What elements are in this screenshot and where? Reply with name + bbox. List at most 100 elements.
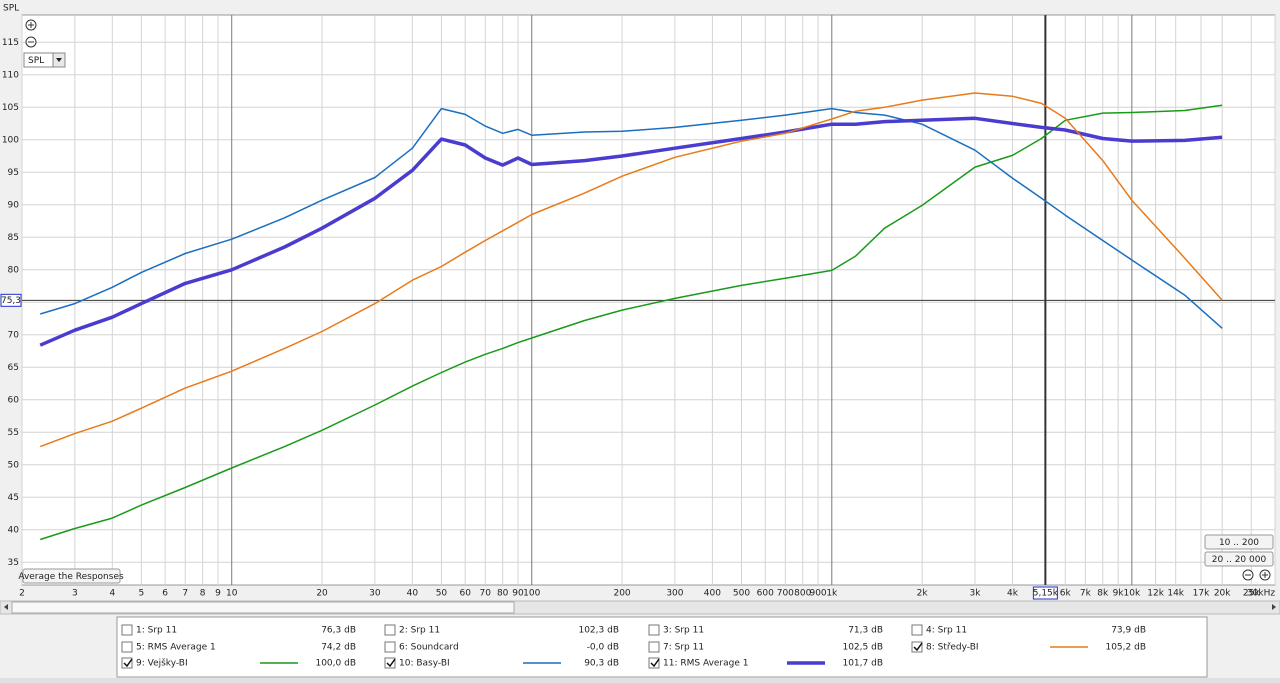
legend-item[interactable]: 2: Srp 11 102,3 dB xyxy=(384,624,619,636)
legend-item[interactable]: 7: Srp 11 102,5 dB xyxy=(648,641,883,653)
x-tick-label: 6k xyxy=(1060,589,1072,599)
checkbox[interactable] xyxy=(648,657,660,669)
x-tick-label: 90 xyxy=(512,589,524,599)
checkbox[interactable] xyxy=(911,641,923,653)
x-tick-label: 4k xyxy=(1007,589,1019,599)
y-tick-label: 95 xyxy=(8,168,19,178)
legend-label: 11: RMS Average 1 xyxy=(663,659,748,669)
average-button-label: Average the Responses xyxy=(18,572,124,582)
x-tick-label: 25k xyxy=(1243,589,1260,599)
legend-item[interactable]: 8: Středy-BI 105,2 dB xyxy=(911,641,1146,653)
x-tick-label: 80 xyxy=(497,589,509,599)
checkbox[interactable] xyxy=(121,657,133,669)
checkbox[interactable] xyxy=(911,624,923,636)
y-tick-label: 55 xyxy=(8,428,19,438)
y-tick-label: 65 xyxy=(8,363,19,373)
legend-label: 4: Srp 11 xyxy=(926,626,967,636)
x-zoom-out[interactable] xyxy=(1242,569,1254,581)
legend-item[interactable]: 5: RMS Average 1 74,2 dB xyxy=(121,641,356,653)
y-tick-label: 110 xyxy=(2,70,19,80)
y-axis-label: SPL xyxy=(3,4,19,14)
x-zoom-in[interactable] xyxy=(1259,569,1271,581)
legend-panel xyxy=(116,616,1208,678)
legend-reading: 76,3 dB xyxy=(321,626,356,636)
status-bar xyxy=(0,678,1280,683)
range-button-2[interactable]: 20 .. 20 000 xyxy=(1204,551,1274,567)
checkmark xyxy=(650,658,660,668)
checkbox[interactable] xyxy=(648,641,660,653)
legend-label: 3: Srp 11 xyxy=(663,626,704,636)
x-tick-label: 2k xyxy=(917,589,929,599)
y-tick-label: 105 xyxy=(2,103,19,113)
legend-label: 10: Basy-BI xyxy=(399,659,450,669)
x-tick-label: 10k xyxy=(1124,589,1141,599)
legend-item[interactable]: 3: Srp 11 71,3 dB xyxy=(648,624,883,636)
series-line xyxy=(39,104,1223,541)
x-tick-label: 1k xyxy=(826,589,838,599)
legend-item[interactable]: 11: RMS Average 1 101,7 dB xyxy=(648,657,883,669)
legend-label: 8: Středy-BI xyxy=(926,643,979,653)
legend-reading: -0,0 dB xyxy=(587,643,619,653)
y-tick-label: 35 xyxy=(8,558,19,568)
cursor-x-label: 5,15k xyxy=(1033,589,1059,599)
x-tick-label: 7k xyxy=(1080,589,1092,599)
legend-label: 6: Soundcard xyxy=(399,643,459,653)
legend-item[interactable]: 10: Basy-BI 90,3 dB xyxy=(384,657,619,669)
checkbox[interactable] xyxy=(648,624,660,636)
x-tick-label: 4 xyxy=(109,589,115,599)
checkbox[interactable] xyxy=(384,657,396,669)
x-tick-label: 10 xyxy=(226,589,238,599)
y-tick-label: 100 xyxy=(2,135,19,145)
x-tick-label: 8k xyxy=(1097,589,1109,599)
x-tick-label: 7 xyxy=(182,589,188,599)
legend-item[interactable]: 1: Srp 11 76,3 dB xyxy=(121,624,356,636)
cursor-y-label: 75,3 xyxy=(1,296,21,306)
x-tick-label: 300 xyxy=(666,589,683,599)
x-tick-label: 30kHz xyxy=(1247,589,1275,599)
legend-reading: 105,2 dB xyxy=(1105,643,1146,653)
x-tick-label: 3k xyxy=(969,589,981,599)
x-tick-label: 800 xyxy=(794,589,811,599)
y-tick-label: 85 xyxy=(8,233,19,243)
legend-label: 5: RMS Average 1 xyxy=(136,643,216,653)
x-tick-label: 700 xyxy=(777,589,794,599)
checkbox[interactable] xyxy=(121,641,133,653)
checkmark xyxy=(123,658,133,668)
x-tick-label: 20 xyxy=(316,589,328,599)
x-tick-label: 60 xyxy=(459,589,471,599)
x-tick-label: 50 xyxy=(436,589,448,599)
range-label: 10 .. 200 xyxy=(1219,538,1259,548)
average-button[interactable]: Average the Responses xyxy=(18,568,124,584)
cursor-x-box xyxy=(1032,586,1058,600)
zoom-in-button[interactable] xyxy=(25,19,37,31)
x-tick-label: 400 xyxy=(704,589,721,599)
range-button-1[interactable]: 10 .. 200 xyxy=(1204,534,1274,550)
legend-label: 9: Vejšky-BI xyxy=(136,658,188,669)
legend-item[interactable]: 6: Soundcard -0,0 dB xyxy=(384,641,619,653)
y-tick-label: 80 xyxy=(8,265,20,275)
y-tick-label: 70 xyxy=(8,330,20,340)
x-tick-label: 600 xyxy=(757,589,774,599)
y-tick-label: 45 xyxy=(8,493,19,503)
x-tick-label: 100 xyxy=(523,589,540,599)
x-tick-label: 17k xyxy=(1193,589,1210,599)
legend-label: 1: Srp 11 xyxy=(136,626,177,636)
legend-reading: 100,0 dB xyxy=(315,659,356,669)
series-line xyxy=(39,116,1223,347)
y-tick-label: 60 xyxy=(8,395,20,405)
checkbox[interactable] xyxy=(384,624,396,636)
y-tick-label: 90 xyxy=(8,200,20,210)
checkbox[interactable] xyxy=(121,624,133,636)
y-tick-label: 115 xyxy=(2,38,19,48)
legend-item[interactable]: 4: Srp 11 73,9 dB xyxy=(911,624,1146,636)
scrollbar[interactable] xyxy=(0,600,1280,615)
legend-reading: 74,2 dB xyxy=(321,643,356,653)
axis-select[interactable]: SPL xyxy=(23,52,66,68)
legend-label: 7: Srp 11 xyxy=(663,643,704,653)
x-tick-label: 8 xyxy=(200,589,206,599)
zoom-out-button[interactable] xyxy=(25,36,37,48)
x-tick-label: 14k xyxy=(1167,589,1184,599)
legend-item[interactable]: 9: Vejšky-BI 100,0 dB xyxy=(121,657,356,669)
checkbox[interactable] xyxy=(384,641,396,653)
